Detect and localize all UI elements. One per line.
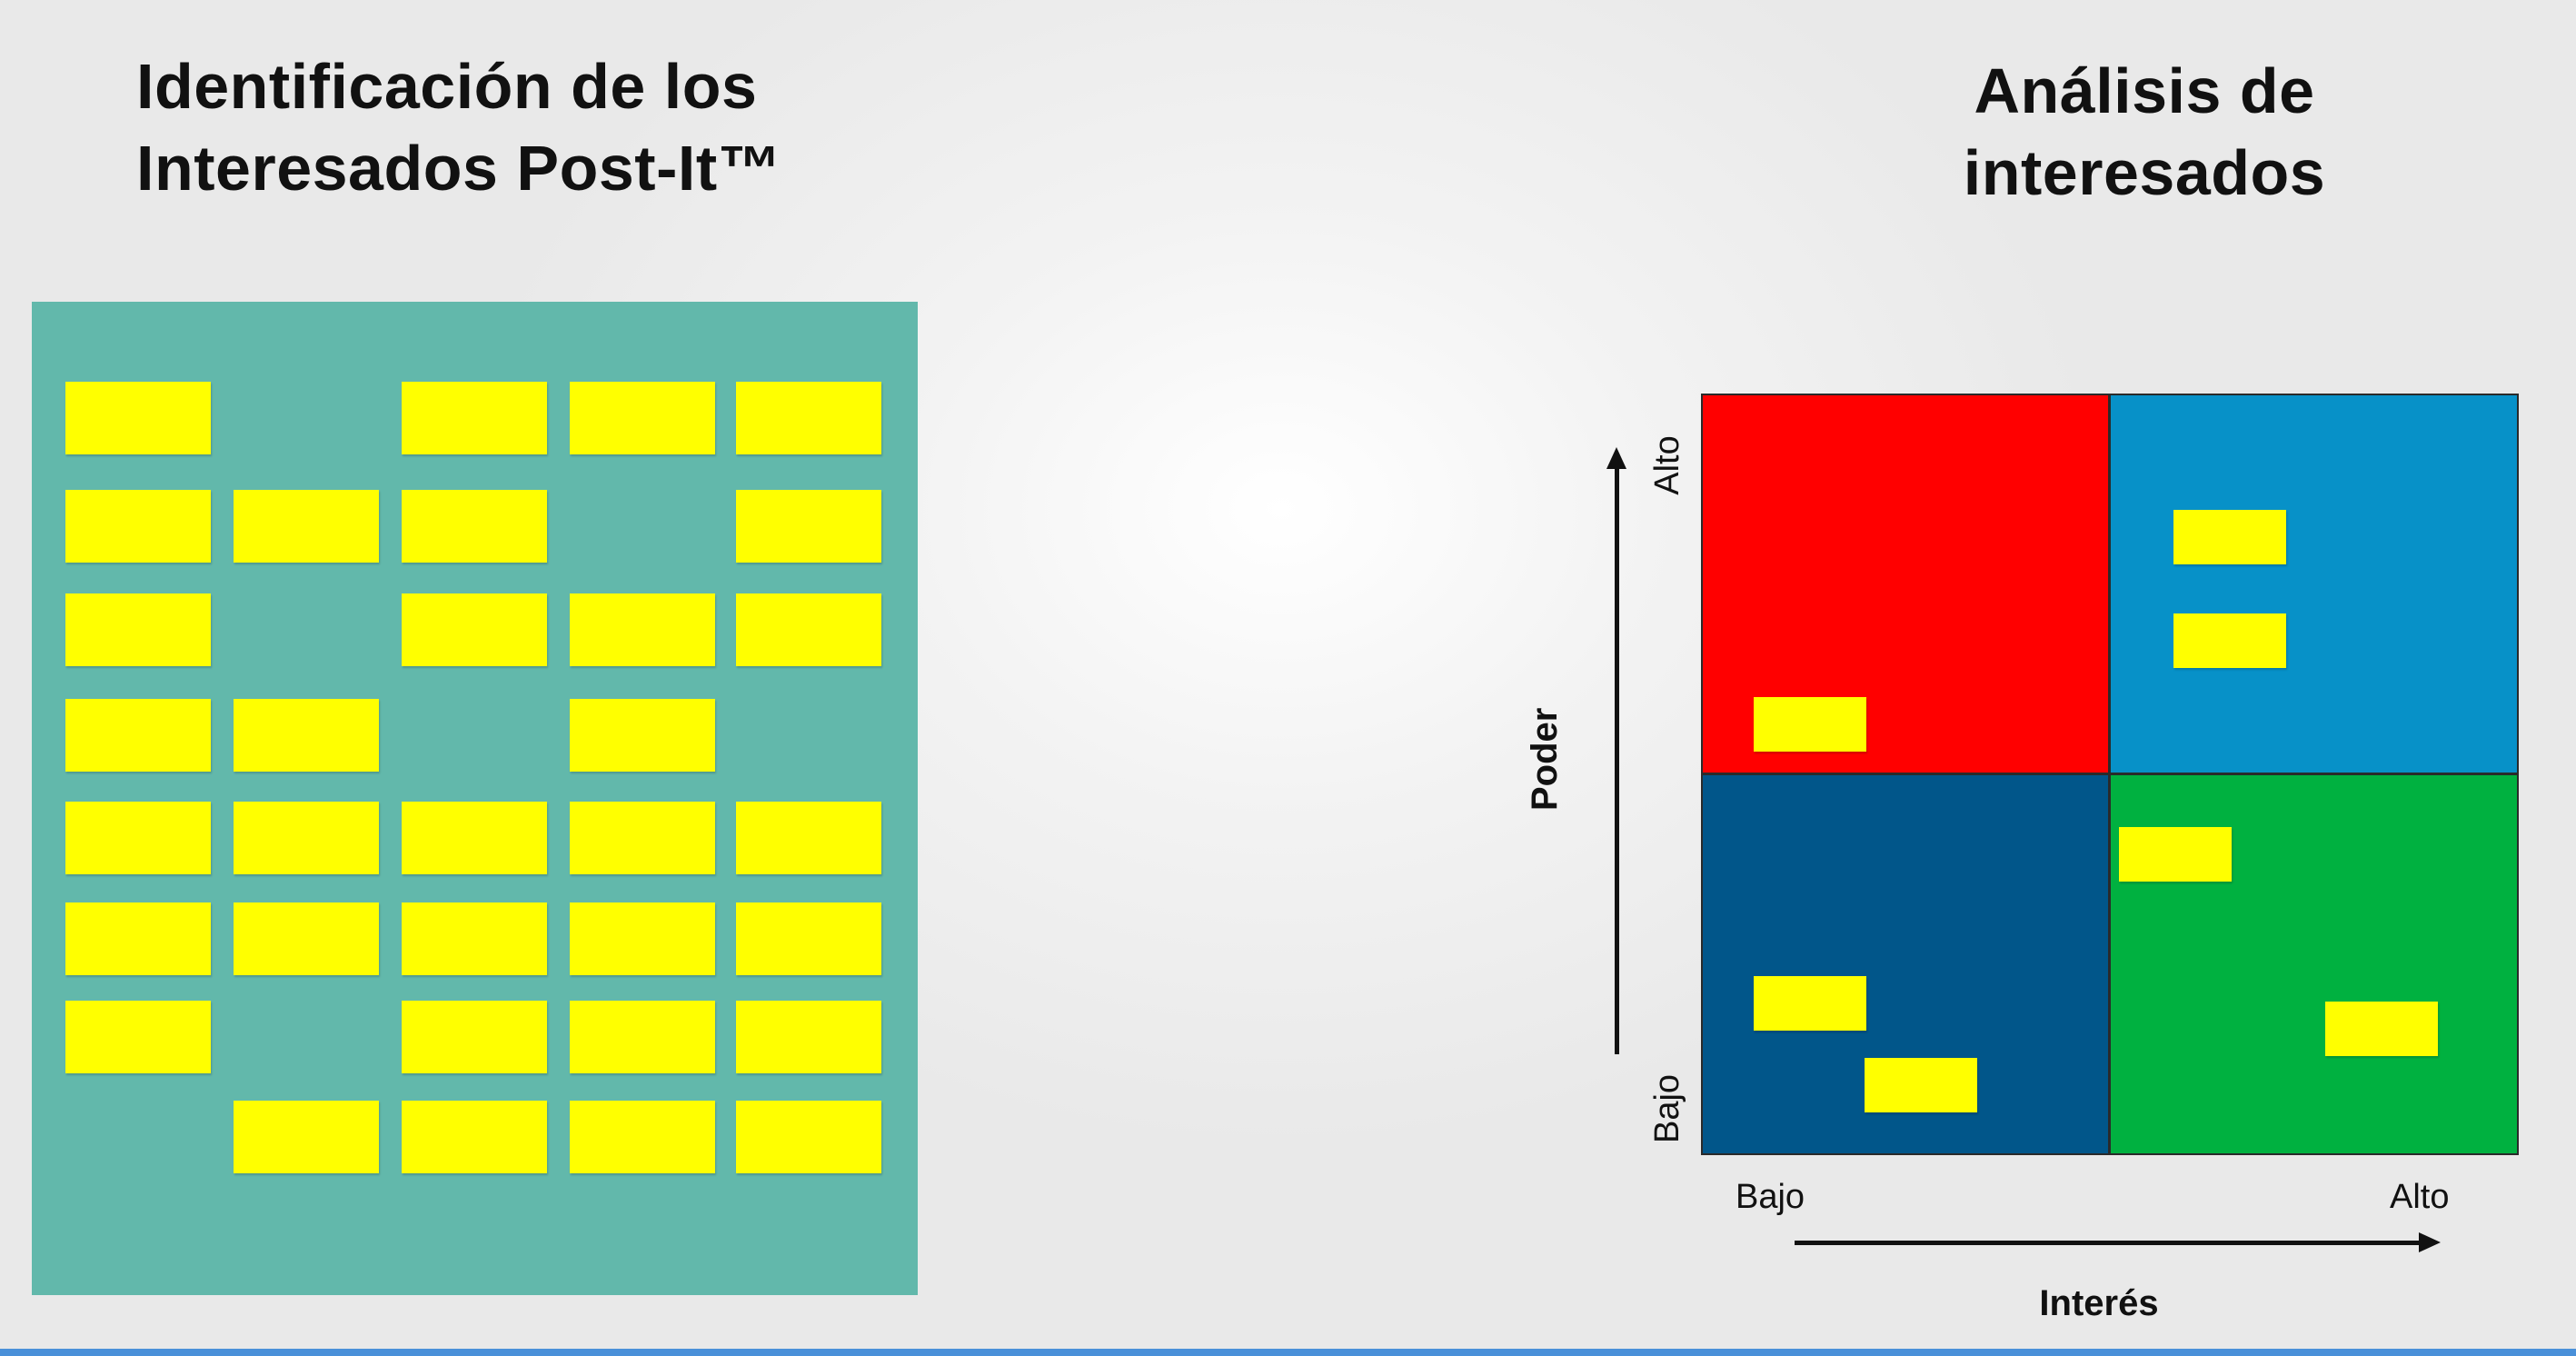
postit-note	[234, 699, 379, 772]
interest-axis-title: Interés	[2039, 1283, 2159, 1323]
quadrant-low-power-high-interest	[2110, 774, 2519, 1155]
postit-note	[736, 1001, 881, 1073]
postit-note	[736, 802, 881, 874]
power-low-label: Bajo	[1648, 1073, 1686, 1144]
quadrant-high-power-low-interest	[1701, 394, 2110, 774]
power-high-label: Alto	[1648, 435, 1686, 495]
postit-note	[736, 382, 881, 454]
postit-note	[65, 802, 211, 874]
power-axis-arrow-icon	[1606, 447, 1626, 469]
postit-title: Identificación de los Interesados Post-I…	[136, 45, 954, 209]
postit-note	[65, 490, 211, 563]
stakeholder-note	[2173, 613, 2286, 668]
stakeholder-note	[1754, 976, 1866, 1031]
postit-note	[234, 802, 379, 874]
interest-high-label: Alto	[2390, 1178, 2450, 1216]
postit-note	[402, 1001, 547, 1073]
power-interest-matrix	[1701, 394, 2519, 1155]
postit-board	[32, 302, 918, 1295]
postit-note	[570, 699, 715, 772]
postit-note	[570, 802, 715, 874]
interest-low-label: Bajo	[1736, 1178, 1805, 1216]
interest-axis-arrow-icon	[2419, 1232, 2441, 1252]
postit-note	[736, 593, 881, 666]
bottom-progress-bar	[0, 1349, 2576, 1356]
postit-note	[234, 902, 379, 975]
postit-note	[65, 382, 211, 454]
postit-note	[402, 802, 547, 874]
postit-note	[402, 382, 547, 454]
analysis-title: Análisis de interesados	[1890, 50, 2399, 214]
postit-note	[570, 1101, 715, 1173]
postit-note	[570, 593, 715, 666]
postit-note	[736, 490, 881, 563]
quadrant-high-power-high-interest	[2110, 394, 2519, 774]
stakeholder-note	[2119, 827, 2232, 882]
postit-note	[402, 490, 547, 563]
postit-note	[570, 902, 715, 975]
postit-note	[65, 902, 211, 975]
stakeholder-note	[1865, 1058, 1977, 1112]
power-axis-line	[1615, 465, 1619, 1054]
postit-note	[402, 1101, 547, 1173]
postit-note	[65, 1001, 211, 1073]
stakeholder-note	[2173, 510, 2286, 564]
interest-axis-line	[1795, 1241, 2422, 1245]
postit-note	[402, 593, 547, 666]
postit-note	[234, 1101, 379, 1173]
postit-note	[234, 490, 379, 563]
postit-note	[736, 902, 881, 975]
postit-note	[736, 1101, 881, 1173]
postit-title-line2: Interesados Post-It™	[136, 133, 782, 204]
analysis-title-line1: Análisis de	[1974, 55, 2315, 126]
matrix-horizontal-divider	[1701, 773, 2519, 775]
postit-note	[402, 902, 547, 975]
postit-note	[570, 1001, 715, 1073]
analysis-title-line2: interesados	[1963, 137, 2326, 208]
postit-note	[65, 699, 211, 772]
stakeholder-note	[2325, 1002, 2438, 1056]
stakeholder-note	[1754, 697, 1866, 752]
quadrant-low-power-low-interest	[1701, 774, 2110, 1155]
power-axis-title: Poder	[1525, 707, 1565, 811]
postit-note	[570, 382, 715, 454]
postit-title-line1: Identificación de los	[136, 51, 758, 122]
postit-note	[65, 593, 211, 666]
